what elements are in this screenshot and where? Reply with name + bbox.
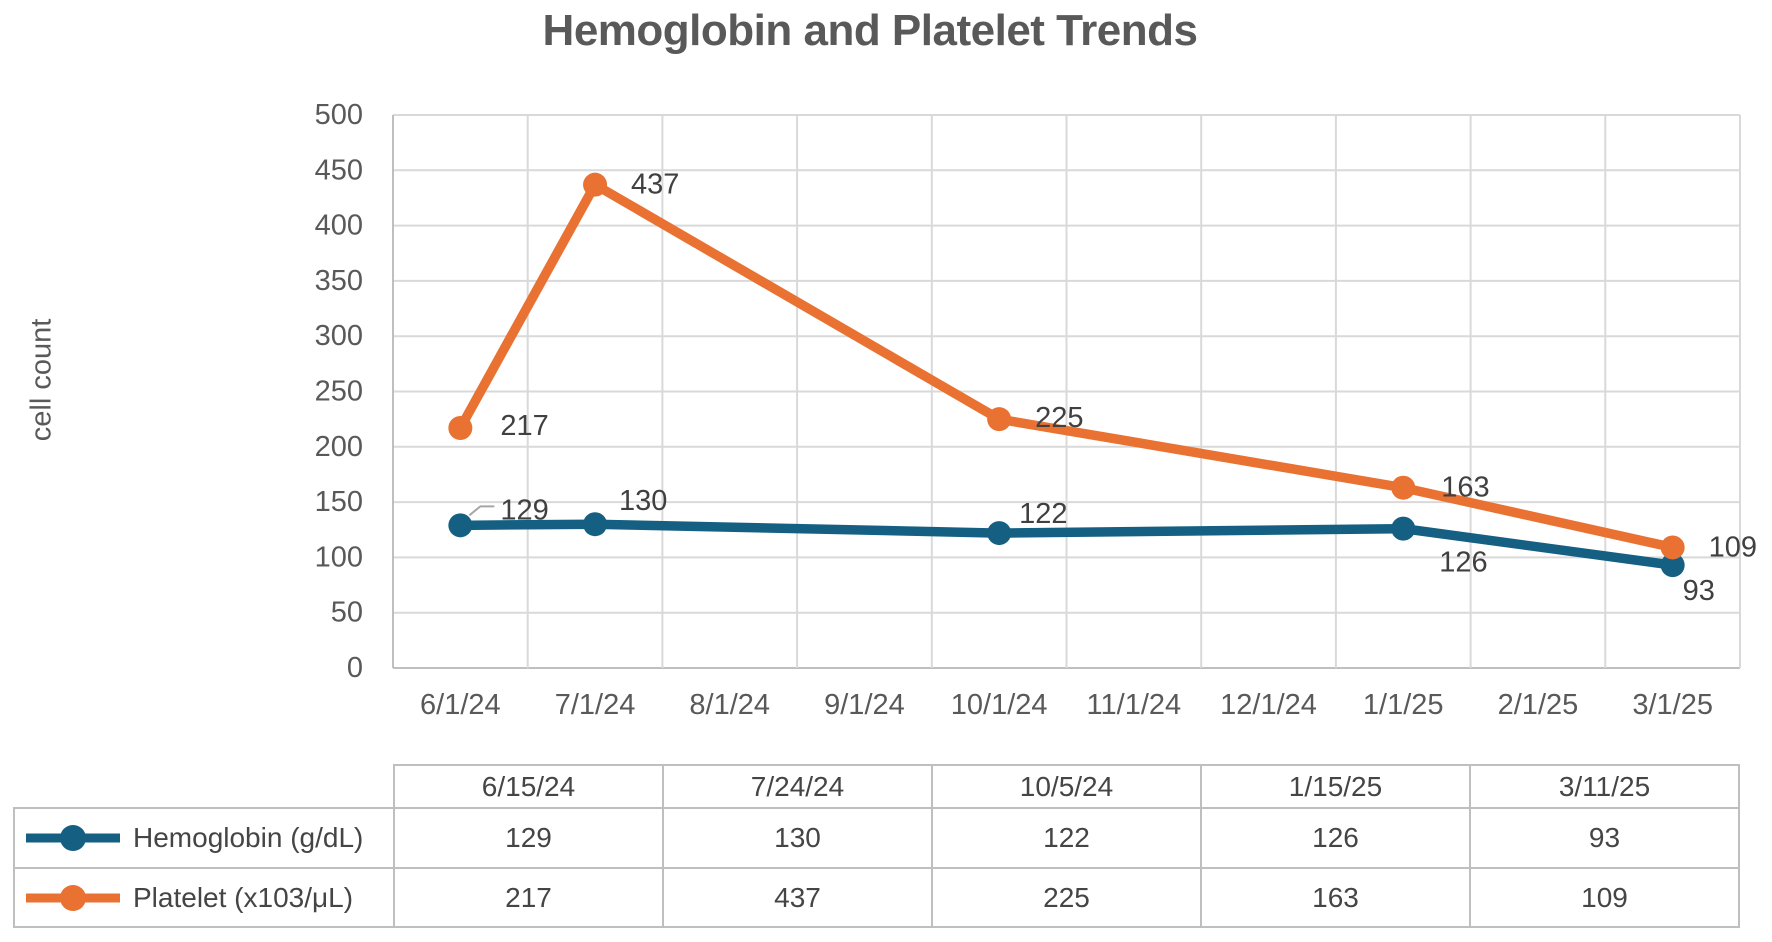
x-tick-label: 11/1/24 — [1087, 689, 1182, 721]
table-date-header: 6/15/24 — [393, 764, 664, 809]
table-date-header: 7/24/24 — [662, 764, 933, 809]
y-tick-label: 450 — [315, 154, 363, 186]
table-value-cell: 225 — [931, 867, 1202, 928]
y-tick-label: 250 — [315, 376, 363, 408]
data-label: 93 — [1683, 575, 1715, 607]
x-tick-label: 9/1/24 — [824, 689, 905, 721]
x-tick-label: 7/1/24 — [555, 689, 636, 721]
data-label: 163 — [1441, 472, 1489, 504]
y-tick-label: 350 — [315, 265, 363, 297]
legend-line-marker-icon-hemoglobin — [26, 825, 120, 851]
data-label: 126 — [1439, 547, 1487, 579]
x-tick-label: 3/1/25 — [1632, 689, 1713, 721]
legend-key-platelet: Platelet (x103/μL) — [13, 867, 395, 928]
data-point-marker — [1660, 553, 1685, 578]
data-point-marker — [1391, 516, 1416, 541]
data-point-marker — [987, 407, 1012, 432]
data-point-marker — [1660, 535, 1685, 560]
data-label: 217 — [500, 410, 548, 442]
x-tick-label: 10/1/24 — [951, 689, 1048, 721]
x-tick-label: 6/1/24 — [420, 689, 501, 721]
x-tick-label: 1/1/25 — [1363, 689, 1444, 721]
y-tick-label: 500 — [315, 99, 363, 131]
data-label: 109 — [1709, 531, 1757, 563]
table-value-cell: 109 — [1469, 867, 1740, 928]
table-value-cell: 163 — [1200, 867, 1471, 928]
y-tick-label: 400 — [315, 210, 363, 242]
x-tick-label: 2/1/25 — [1498, 689, 1579, 721]
chart-title: Hemoglobin and Platelet Trends — [542, 6, 1198, 55]
table-value-cell: 93 — [1469, 807, 1740, 869]
table-value-cell: 129 — [393, 807, 664, 869]
y-tick-label: 300 — [315, 320, 363, 352]
table-value-cell: 437 — [662, 867, 933, 928]
y-tick-label: 50 — [331, 597, 363, 629]
table-value-cell: 217 — [393, 867, 664, 928]
data-point-marker — [448, 513, 473, 538]
table-value-cell: 122 — [931, 807, 1202, 869]
legend-line-marker-icon-platelet — [26, 884, 120, 911]
data-label: 122 — [1019, 498, 1067, 530]
data-point-marker — [987, 521, 1012, 546]
y-tick-label: 200 — [315, 431, 363, 463]
data-label: 437 — [631, 169, 679, 201]
data-point-marker — [448, 415, 473, 440]
table-value-cell: 126 — [1200, 807, 1471, 869]
table-date-header: 3/11/25 — [1469, 764, 1740, 809]
x-tick-label: 8/1/24 — [689, 689, 770, 721]
y-tick-label: 100 — [315, 541, 363, 573]
x-tick-label: 12/1/24 — [1220, 689, 1317, 721]
legend-label: Platelet (x103/μL) — [133, 881, 354, 913]
data-point-marker — [583, 512, 608, 537]
y-tick-label: 150 — [315, 486, 363, 518]
line-chart-plot: 0 50 100 150 200 250 300 350 400 450 500 6/1/24 7/1/… — [315, 99, 1757, 721]
data-label: 225 — [1035, 402, 1083, 434]
legend-label: Hemoglobin (g/dL) — [133, 822, 364, 853]
table-value-cell: 130 — [662, 807, 933, 869]
data-point-marker — [583, 172, 608, 197]
data-point-marker — [1391, 475, 1416, 500]
table-date-header: 10/5/24 — [931, 764, 1202, 809]
data-label: 130 — [619, 485, 667, 517]
legend-key-hemoglobin: Hemoglobin (g/dL) — [13, 807, 395, 869]
table-date-header: 1/15/25 — [1200, 764, 1471, 809]
y-tick-label: 0 — [347, 652, 363, 684]
data-label-leader-line — [468, 505, 495, 517]
data-label: 129 — [500, 494, 548, 526]
